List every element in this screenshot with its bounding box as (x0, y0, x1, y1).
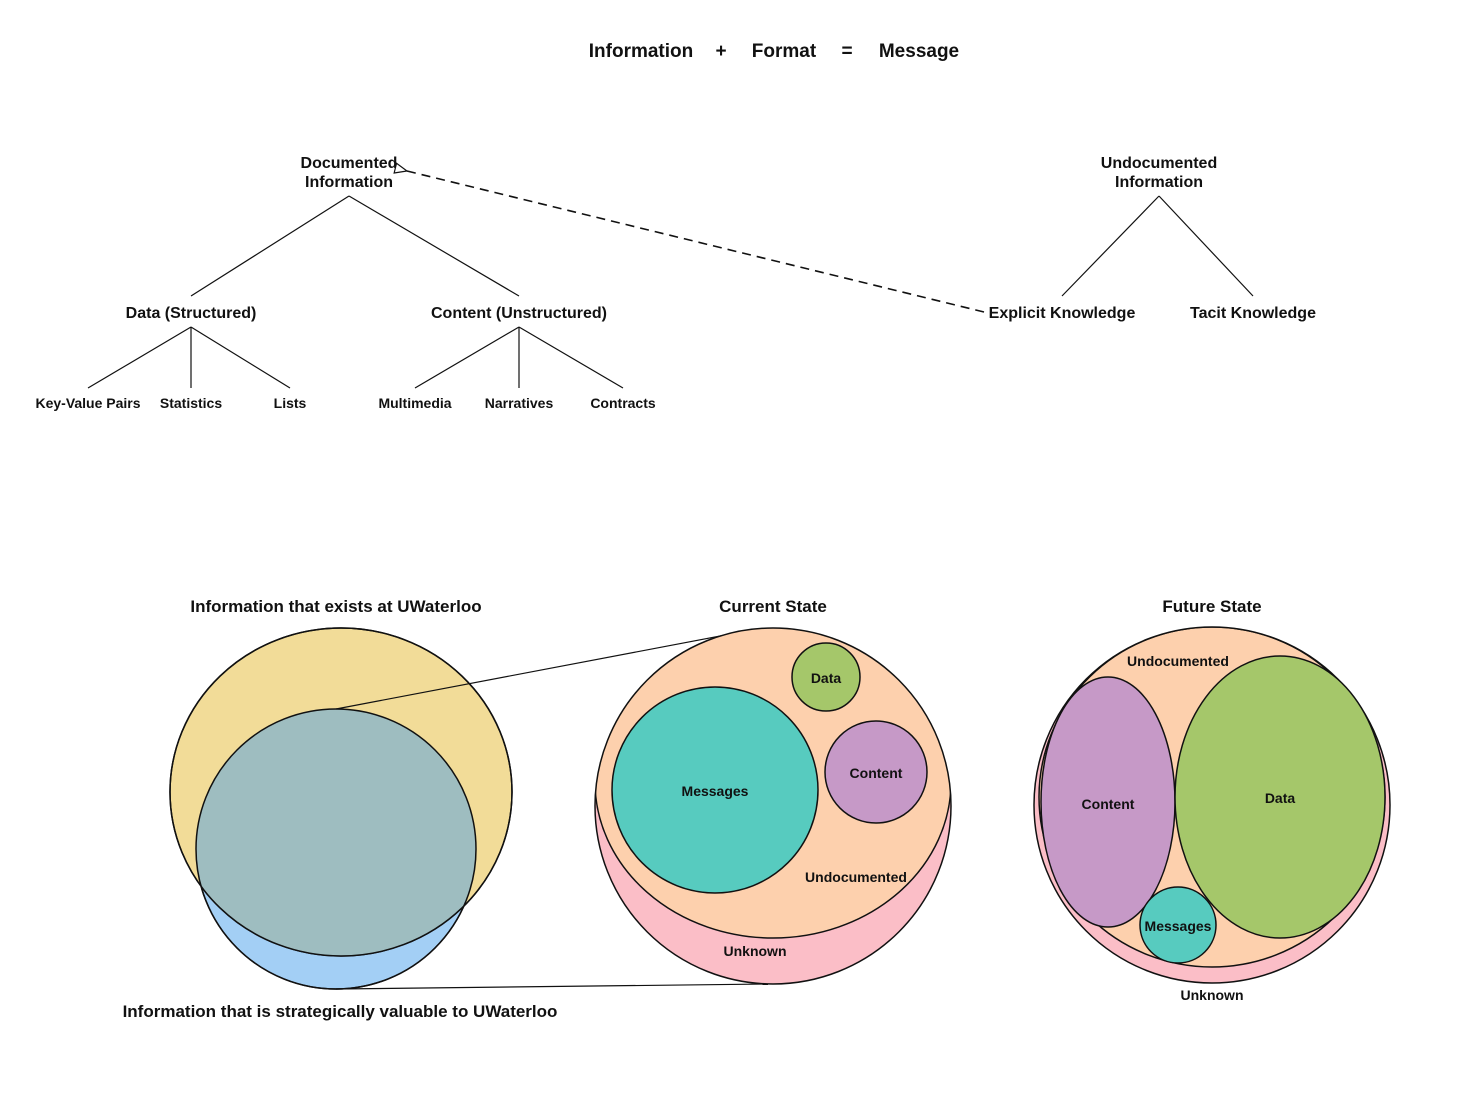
valuable-caption: Information that is strategically valuab… (123, 1002, 558, 1021)
documented-label-line1: Documented (301, 155, 398, 172)
current-messages-circle (611, 686, 819, 894)
leaf-multimedia: Multimedia (378, 395, 451, 411)
leaf-statistics: Statistics (160, 395, 222, 411)
equation: Information + Format = Message (589, 41, 959, 62)
undocumented-tree: Undocumented Information Explicit Knowle… (989, 155, 1316, 322)
future-messages-circle (1139, 886, 1217, 964)
edge-undocumented-tacit (1158, 195, 1254, 297)
leaf-lists: Lists (274, 395, 307, 411)
documented-label-line2: Information (305, 174, 393, 191)
equation-term-format: Format (752, 41, 817, 62)
current-undocumented-label: Undocumented (805, 869, 907, 885)
content-unstructured-label: Content (Unstructured) (431, 305, 607, 322)
connector-top (335, 628, 758, 710)
dashed-arrow-explicit-to-documented (407, 171, 985, 313)
future-messages-label: Messages (1145, 918, 1212, 934)
data-structured-label: Data (Structured) (126, 305, 257, 322)
current-outline (594, 627, 952, 985)
future-data-label: Data (1265, 790, 1296, 806)
equation-plus: + (715, 41, 726, 62)
connector-bottom (335, 983, 769, 990)
leaf-key-value-pairs: Key-Value Pairs (35, 395, 140, 411)
current-data-circle (791, 642, 861, 712)
leaf-contracts: Contracts (590, 395, 656, 411)
edge-documented-data (190, 195, 350, 297)
explicit-knowledge-label: Explicit Knowledge (989, 305, 1136, 322)
venn-exists-valuable: Information that exists at UWaterloo Inf… (123, 597, 558, 1021)
edge-undocumented-explicit (1061, 195, 1160, 297)
edge-content-contracts (518, 326, 624, 389)
exists-title: Information that exists at UWaterloo (190, 597, 481, 616)
edge-data-lists (190, 326, 291, 389)
current-content-label: Content (850, 765, 903, 781)
equation-equals: = (841, 41, 852, 62)
current-state-title: Current State (719, 597, 827, 616)
exists-outline (169, 627, 513, 957)
undocumented-label-line2: Information (1115, 174, 1203, 191)
edge-documented-content (348, 195, 520, 297)
equation-term-information: Information (589, 41, 694, 62)
equation-result-message: Message (879, 41, 959, 62)
current-unknown-label: Unknown (724, 943, 787, 959)
undocumented-label-line1: Undocumented (1101, 155, 1217, 172)
leaf-narratives: Narratives (485, 395, 554, 411)
edge-content-multimedia (414, 326, 520, 389)
edge-data-keyvalue (87, 326, 192, 389)
current-data-label: Data (811, 670, 842, 686)
future-outline (1033, 626, 1391, 984)
documented-tree: Documented Information Data (Structured)… (35, 155, 655, 411)
tacit-knowledge-label: Tacit Knowledge (1190, 305, 1316, 322)
future-state-title: Future State (1162, 597, 1261, 616)
future-undocumented-label: Undocumented (1127, 653, 1229, 669)
current-state: Current State Data Messages Content Undo… (594, 597, 952, 985)
current-messages-label: Messages (682, 783, 749, 799)
future-state: Future State Undocumented Content Data M… (1033, 597, 1391, 1003)
current-content-circle (824, 720, 928, 824)
future-content-label: Content (1082, 796, 1135, 812)
future-data-ellipse (1174, 655, 1386, 939)
future-unknown-label: Unknown (1181, 987, 1244, 1003)
